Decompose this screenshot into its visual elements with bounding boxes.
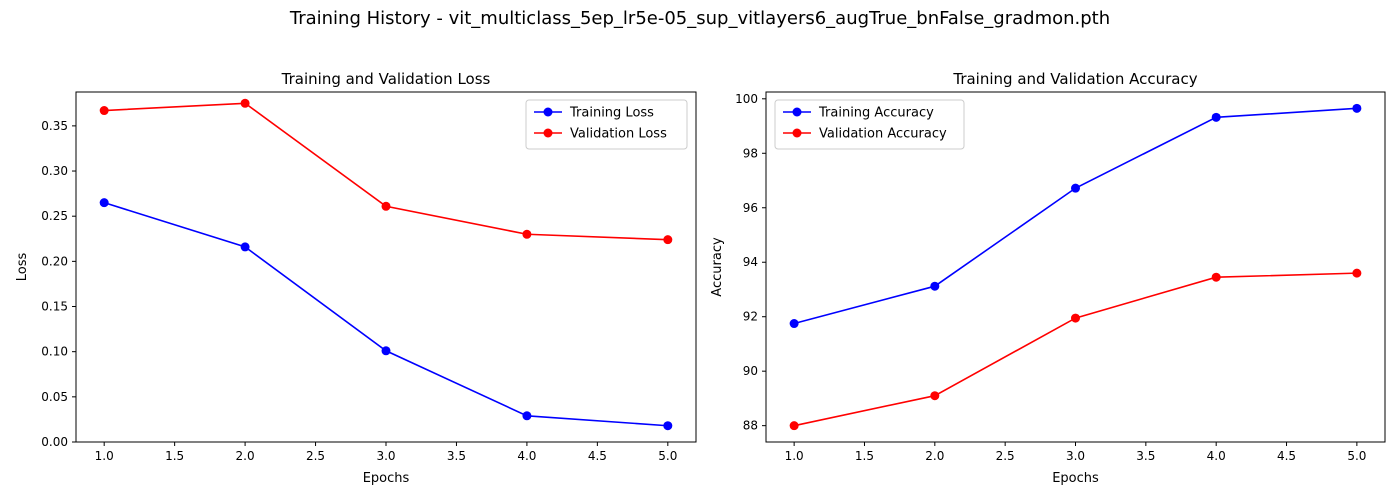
legend-swatch-marker — [543, 128, 553, 138]
x-tick-label: 3.5 — [447, 449, 466, 463]
x-tick-label: 1.5 — [855, 449, 874, 463]
x-tick-label: 2.0 — [925, 449, 944, 463]
x-tick-label: 2.0 — [236, 449, 255, 463]
x-tick-label: 2.5 — [306, 449, 325, 463]
data-point — [99, 106, 109, 116]
x-tick-label: 1.5 — [165, 449, 184, 463]
y-tick-label: 96 — [743, 201, 758, 215]
y-tick-label: 98 — [743, 146, 758, 160]
y-axis-label: Loss — [15, 253, 30, 282]
chart-title: Training and Validation Loss — [281, 70, 491, 88]
x-tick-label: 4.0 — [1207, 449, 1226, 463]
series-line — [793, 272, 1357, 427]
y-tick-label: 0.20 — [41, 254, 68, 268]
y-tick-label: 0.25 — [41, 209, 68, 223]
data-point — [1071, 313, 1080, 323]
x-tick-label: 5.0 — [658, 449, 677, 463]
data-point — [522, 229, 532, 239]
legend-swatch-marker — [792, 128, 802, 138]
y-axis-label: Accuracy — [710, 237, 725, 297]
data-point — [240, 242, 250, 252]
legend-entry-label: Validation Loss — [570, 127, 667, 142]
legend-box — [774, 99, 965, 150]
data-point — [1071, 183, 1080, 193]
data-point — [99, 198, 109, 208]
x-tick-label: 4.5 — [1277, 449, 1296, 463]
data-point — [930, 281, 940, 291]
y-tick-label: 90 — [743, 364, 758, 378]
loss-chart: Training and Validation Loss Epochs Loss 1.… — [15, 70, 697, 486]
data-point — [240, 98, 250, 108]
data-point — [381, 201, 391, 211]
x-tick-label: 4.0 — [517, 449, 536, 463]
legend-swatch-marker — [543, 107, 553, 117]
data-point — [522, 411, 532, 421]
figure-suptitle: Training History - vit_multiclass_5ep_lr… — [289, 8, 1110, 29]
data-point — [1352, 268, 1362, 278]
chart-title: Training and Validation Accuracy — [952, 70, 1197, 88]
x-tick-label: 2.5 — [996, 449, 1015, 463]
legend: Training Loss Validation Loss — [525, 99, 688, 150]
data-point — [381, 346, 391, 356]
data-point — [663, 235, 673, 245]
y-tick-label: 0.05 — [41, 390, 68, 404]
data-point — [789, 421, 799, 431]
data-point — [1211, 112, 1221, 122]
data-point — [663, 421, 673, 431]
legend-entry-label: Training Accuracy — [818, 106, 934, 121]
legend-swatch-marker — [792, 107, 802, 117]
legend-entry-label: Validation Accuracy — [819, 127, 947, 142]
y-tick-label: 0.30 — [41, 164, 68, 178]
accuracy-chart: Training and Validation Accuracy Epochs Ac… — [710, 70, 1386, 486]
legend-entry-label: Training Loss — [569, 106, 654, 121]
data-point — [1211, 272, 1221, 282]
data-point — [1352, 103, 1362, 113]
y-tick-label: 92 — [743, 310, 758, 324]
legend-box — [525, 99, 688, 150]
y-tick-label: 94 — [743, 255, 758, 269]
x-tick-label: 3.0 — [376, 449, 395, 463]
x-tick-label: 3.0 — [1066, 449, 1085, 463]
y-tick-label: 88 — [743, 419, 758, 433]
x-axis-label: Epochs — [1052, 471, 1099, 486]
x-tick-label: 1.0 — [785, 449, 804, 463]
x-tick-label: 4.5 — [588, 449, 607, 463]
y-tick-label: 0.00 — [41, 435, 68, 449]
y-tick-label: 100 — [735, 92, 758, 106]
x-axis-label: Epochs — [363, 471, 410, 486]
data-point — [789, 319, 799, 329]
y-tick-label: 0.15 — [41, 300, 68, 314]
x-tick-label: 3.5 — [1136, 449, 1155, 463]
y-tick-label: 0.10 — [41, 345, 68, 359]
data-point — [930, 391, 940, 401]
x-tick-label: 1.0 — [95, 449, 114, 463]
y-tick-label: 0.35 — [41, 119, 68, 133]
x-tick-label: 5.0 — [1347, 449, 1366, 463]
legend: Training Accuracy Validation Accuracy — [774, 99, 965, 150]
